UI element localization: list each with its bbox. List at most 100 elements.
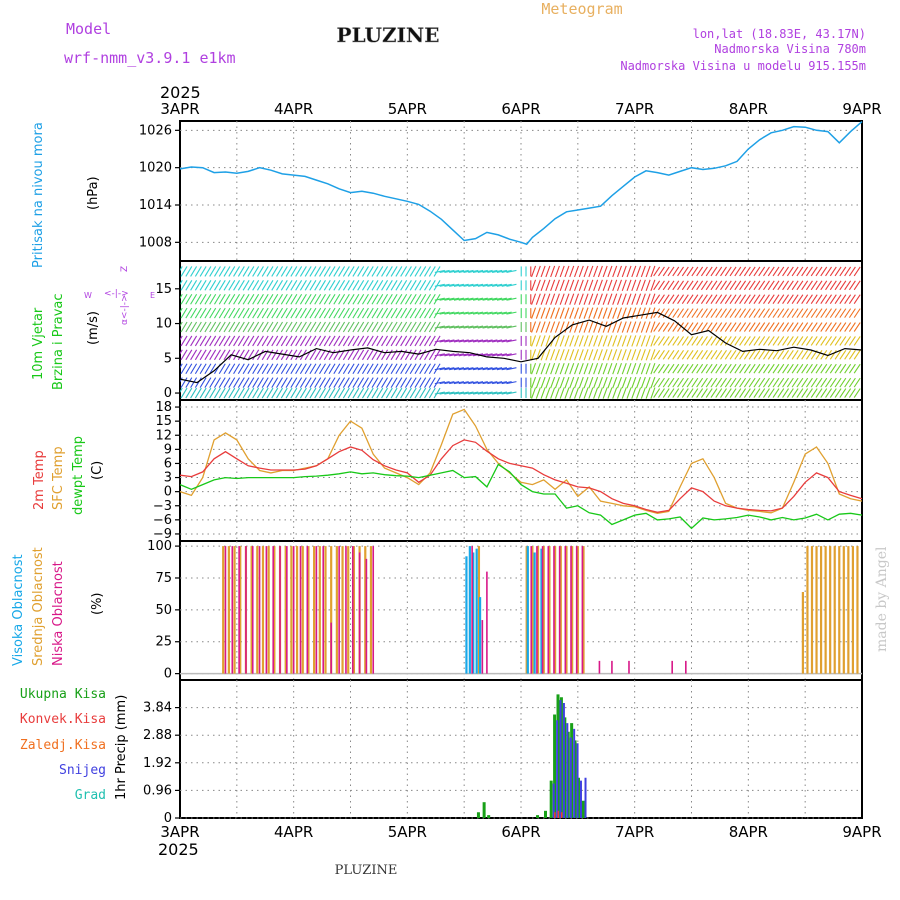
wind-arrow	[621, 265, 627, 278]
wind-arrow	[810, 308, 818, 318]
wind-arrow	[180, 321, 188, 333]
wind-arrow	[492, 391, 503, 395]
wind-arrow	[347, 363, 355, 375]
ytick-label: 10	[155, 317, 172, 332]
ytick-label: 15	[155, 414, 172, 429]
wind-arrow	[492, 311, 503, 315]
wind-arrow	[540, 293, 546, 305]
wind-arrow	[535, 265, 541, 278]
wind-arrow	[573, 363, 580, 375]
wind-arrow	[825, 363, 832, 374]
wind-arrow	[390, 307, 398, 319]
wind-arrow	[626, 279, 632, 292]
wind-arrow	[724, 308, 732, 318]
wind-arrow	[414, 335, 422, 347]
wind-arrow	[409, 307, 417, 319]
wind-arrow	[616, 376, 622, 389]
ytick-label: 9	[164, 442, 172, 457]
wind-arrow	[185, 280, 193, 291]
wind-arrow	[657, 294, 665, 305]
ytick-label: −6	[153, 513, 172, 528]
wind-arrow	[477, 297, 488, 301]
temp-2m-label: 2m Temp	[32, 450, 47, 510]
wind-arrow	[400, 280, 408, 291]
wind-arrow	[247, 349, 255, 361]
wind-arrow	[829, 322, 837, 332]
wind-arrow	[791, 322, 799, 332]
wind-arrow	[180, 363, 183, 369]
wind-arrow	[247, 280, 255, 291]
wind-arrow	[180, 280, 183, 286]
wind-arrow	[190, 321, 198, 333]
wind-arrow	[400, 266, 408, 277]
wind-arrow	[381, 293, 389, 305]
ytick-label: 6	[164, 456, 172, 471]
wind-arrow	[487, 325, 498, 329]
wind-arrow	[261, 377, 269, 388]
wind-arrow	[686, 266, 694, 277]
wind-arrow	[449, 353, 460, 357]
wind-arrow	[261, 280, 269, 291]
wind-arrow	[825, 280, 832, 291]
wind-arrow	[468, 367, 479, 371]
cloud-mid-bar	[313, 546, 316, 674]
wind-arrow	[319, 321, 326, 333]
wind-arrow	[295, 363, 303, 375]
wind-arrow	[657, 350, 665, 360]
wind-arrow	[559, 321, 565, 333]
wind-arrow	[223, 280, 231, 291]
wind-arrow	[758, 294, 766, 305]
cloud-low-bar	[575, 546, 578, 674]
wind-arrow	[506, 269, 517, 273]
wind-arrow	[825, 266, 832, 277]
wind-arrow	[786, 280, 794, 291]
wind-arrow	[545, 321, 551, 333]
wind-arrow	[271, 321, 279, 333]
wind-arrow	[696, 350, 704, 360]
ytick-label: −3	[153, 499, 172, 514]
wind-arrow	[801, 266, 809, 277]
wind-arrow	[449, 269, 460, 273]
wind-arrow	[304, 266, 312, 277]
wind-arrow	[209, 349, 217, 361]
wind-arrow	[640, 293, 646, 305]
cloud-mid-bar	[347, 546, 350, 674]
wind-axis-label-1: 10m Vjetar	[31, 307, 46, 380]
wind-arrow	[371, 321, 379, 333]
wind-arrow	[657, 266, 665, 277]
wind-arrow	[550, 293, 556, 305]
wind-arrow	[285, 266, 293, 277]
wind-arrow	[342, 307, 350, 319]
wind-arrow	[180, 387, 183, 393]
wind-arrow	[213, 307, 221, 319]
wind-arrow	[276, 280, 283, 291]
wind-arrow	[753, 322, 761, 332]
wind-arrow	[242, 293, 250, 305]
wind-arrow	[482, 381, 493, 385]
wind-arrow	[276, 335, 283, 347]
wind-arrow	[710, 336, 718, 346]
wind-arrow	[487, 283, 498, 287]
wind-arrow	[492, 353, 503, 357]
wind-arrow	[323, 363, 331, 375]
wind-arrow	[720, 322, 727, 332]
wind-arrow	[753, 363, 761, 374]
wind-arrow	[247, 293, 255, 305]
wind-arrow	[612, 265, 618, 278]
wind-arrow	[247, 335, 255, 347]
wind-arrow	[444, 297, 455, 301]
wind-arrow	[696, 377, 704, 388]
wind-arrow	[328, 335, 336, 347]
wind-arrow	[786, 308, 794, 318]
wind-arrow	[252, 377, 260, 388]
cloud-high-bar	[475, 548, 478, 674]
wind-arrow	[602, 349, 608, 361]
wind-arrow	[844, 266, 852, 277]
wind-arrow	[371, 280, 379, 291]
wind-arrow	[404, 363, 412, 375]
wind-arrow	[501, 325, 512, 329]
wind-arrow	[233, 335, 241, 347]
wind-arrow	[299, 266, 307, 277]
wind-arrow	[314, 377, 322, 388]
wind-arrow	[285, 280, 293, 291]
